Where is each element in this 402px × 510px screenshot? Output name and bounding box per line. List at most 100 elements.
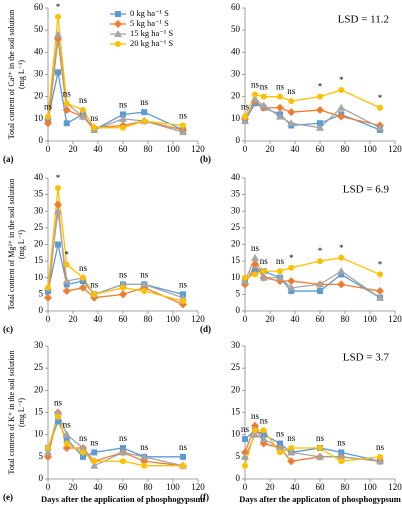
marker — [277, 268, 283, 275]
y-tick-label: 0 — [39, 473, 44, 483]
marker — [55, 184, 61, 191]
significance-label: ns — [376, 442, 385, 452]
marker — [242, 274, 248, 281]
legend-label: 15 kg ha⁻¹ S — [130, 28, 173, 38]
marker — [55, 418, 61, 425]
marker — [242, 462, 248, 469]
significance-label: ns — [287, 86, 296, 96]
marker — [338, 458, 345, 465]
marker — [337, 112, 346, 121]
panel-label: (c) — [3, 324, 13, 334]
x-tick-label: 120 — [191, 482, 205, 492]
marker — [317, 288, 323, 295]
marker — [276, 443, 284, 451]
marker — [251, 253, 259, 261]
y-tick-label: 60 — [34, 2, 44, 12]
y-tick-label: 50 — [231, 24, 241, 34]
significance-label: ns — [251, 411, 260, 421]
marker — [79, 283, 87, 292]
x-tick-label: 20 — [266, 314, 276, 324]
marker — [276, 103, 284, 112]
marker — [251, 430, 259, 438]
marker — [141, 462, 148, 469]
marker — [80, 106, 86, 113]
marker — [140, 280, 149, 288]
x-tick-label: 120 — [191, 314, 205, 324]
y-tick-label: 40 — [34, 46, 44, 56]
marker — [241, 117, 249, 125]
x-tick-label: 60 — [316, 482, 326, 492]
x-tick-label: 100 — [363, 482, 377, 492]
marker — [242, 113, 248, 120]
significance-label: * — [378, 259, 383, 269]
significance-label: * — [378, 93, 383, 103]
marker — [80, 278, 86, 285]
significance-label: ns — [54, 398, 63, 408]
marker — [287, 108, 296, 117]
y-tick-label: 20 — [231, 91, 241, 101]
x-tick-label: 20 — [69, 314, 79, 324]
y-tick-label: 10 — [231, 113, 241, 123]
x-tick-label: 120 — [388, 144, 402, 154]
marker — [277, 449, 283, 456]
marker — [251, 260, 259, 269]
x-tick-label: 60 — [119, 144, 129, 154]
x-tick-label: 80 — [144, 314, 154, 324]
significance-label: ns — [337, 437, 346, 447]
marker — [114, 30, 122, 37]
y-tick-label: 20 — [231, 384, 241, 394]
x-tick-label: 40 — [94, 314, 104, 324]
x-tick-label: 60 — [119, 314, 129, 324]
y-tick-label: 25 — [34, 362, 44, 372]
y-tick-label: 0 — [236, 473, 241, 483]
significance-label: ns — [140, 97, 149, 107]
marker — [260, 427, 267, 434]
y-tick-label: 5 — [39, 288, 44, 298]
x-tick-label: 40 — [291, 314, 301, 324]
marker — [54, 30, 62, 38]
marker — [288, 288, 295, 295]
marker — [90, 461, 99, 469]
significance-label: ns — [119, 269, 128, 279]
marker — [376, 123, 384, 131]
marker — [140, 452, 149, 460]
x-tick-label: 40 — [94, 144, 104, 154]
panel-label: (d) — [200, 324, 211, 334]
y-tick-label: 5 — [236, 451, 241, 461]
y-tick-label: 0 — [39, 305, 44, 315]
marker — [141, 288, 148, 295]
marker — [317, 258, 323, 265]
marker — [119, 114, 127, 122]
marker — [45, 284, 51, 291]
y-tick-label: 10 — [231, 272, 241, 282]
marker — [44, 119, 52, 128]
y-tick-label: 25 — [231, 362, 241, 372]
significance-label: ns — [63, 88, 72, 98]
x-tick-label: 80 — [341, 144, 351, 154]
panel-label: (b) — [200, 154, 211, 164]
marker — [119, 448, 127, 456]
y-tick-label: 35 — [34, 189, 44, 199]
marker — [63, 440, 70, 447]
marker — [259, 273, 268, 281]
y-tick-label: 30 — [231, 69, 241, 79]
series-line — [47, 16, 184, 129]
marker — [337, 280, 346, 289]
marker — [141, 118, 148, 125]
marker — [115, 41, 121, 47]
significance-label: ns — [276, 82, 285, 92]
x-tick-label: 100 — [166, 314, 180, 324]
marker — [119, 290, 127, 299]
significance-label: ns — [251, 243, 260, 253]
marker — [120, 444, 126, 451]
y-axis-label: (mg L⁻¹) — [17, 398, 26, 427]
y-tick-label: 40 — [34, 172, 44, 182]
significance-label: * — [56, 2, 61, 12]
x-tick-label: 20 — [266, 482, 276, 492]
x-tick-label: 80 — [341, 314, 351, 324]
marker — [337, 103, 346, 111]
y-tick-label: 25 — [231, 222, 241, 232]
y-tick-label: 35 — [231, 189, 241, 199]
y-tick-label: 20 — [34, 239, 44, 249]
significance-label: * — [318, 82, 323, 92]
